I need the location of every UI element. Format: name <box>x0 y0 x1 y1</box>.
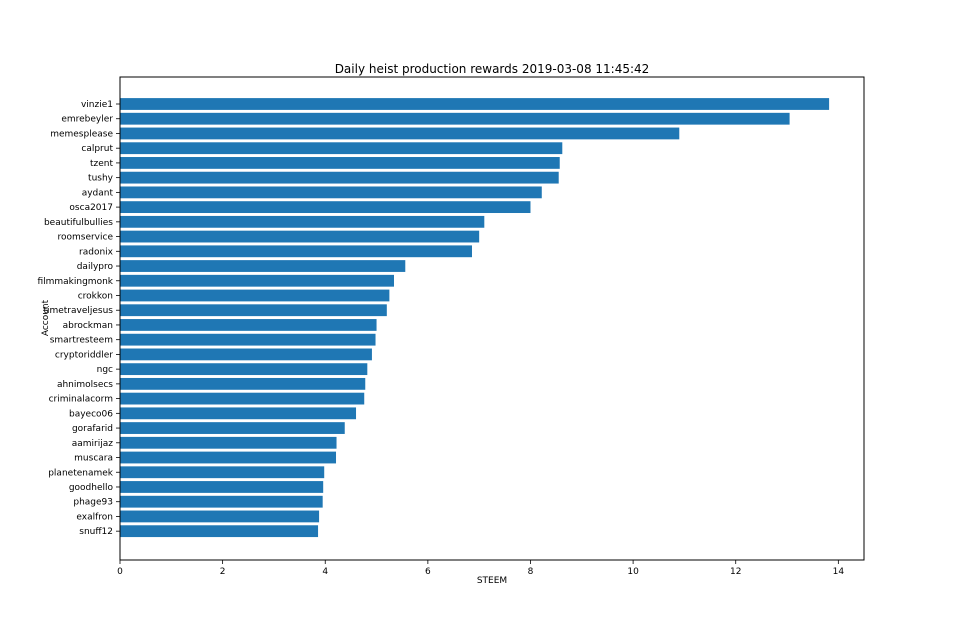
bar-dailypro <box>120 260 406 272</box>
bar-beautifulbullies <box>120 215 485 228</box>
chart-title: Daily heist production rewards 2019-03-0… <box>335 62 650 76</box>
y-tick-label: criminalacorm <box>49 395 113 405</box>
plot-area-frame <box>119 76 865 561</box>
bar-roomservice <box>120 230 480 243</box>
bar-filmmakingmonk <box>120 274 394 287</box>
y-tick-label: planetenamek <box>48 468 114 478</box>
bar-planetenamek <box>120 466 325 479</box>
y-tick-label: emrebeyler <box>61 115 113 125</box>
y-tick-label: osca2017 <box>69 203 113 213</box>
y-tick-label: cryptoriddler <box>55 350 113 360</box>
y-tick-label: memesplease <box>50 129 113 139</box>
y-tick-label: dailypro <box>77 262 114 272</box>
bar-snuff12 <box>120 525 319 538</box>
y-tick-label: exalfron <box>76 512 113 522</box>
bar-tzent <box>120 157 560 169</box>
bar-cryptoriddler <box>120 348 372 361</box>
y-tick-label: aamirijaz <box>72 439 114 449</box>
y-tick-label: radonix <box>79 247 114 257</box>
bar-memesplease <box>120 127 680 140</box>
y-tick-label: timetraveljesus <box>43 306 113 316</box>
x-axis-label: STEEM <box>477 576 507 586</box>
bar-bayeco06 <box>120 407 357 420</box>
y-tick-label: ngc <box>97 365 113 375</box>
y-tick-label: smartresteem <box>50 336 113 346</box>
bar-calprut <box>120 142 563 155</box>
bar-osca2017 <box>120 201 531 214</box>
bar-goodhello <box>120 481 324 493</box>
y-tick-label: calprut <box>81 144 113 154</box>
bar-tushy <box>120 171 559 184</box>
x-tick-label: 4 <box>322 567 328 577</box>
bar-crokkon <box>120 289 390 302</box>
bar-aydant <box>120 186 542 199</box>
x-tick-label: 6 <box>425 567 431 577</box>
bar-ahnimolsecs <box>120 377 366 390</box>
y-tick-label: muscara <box>74 454 113 464</box>
y-tick-label: aydant <box>82 188 114 198</box>
bar-criminalacorm <box>120 392 365 405</box>
y-tick-label: tushy <box>88 174 114 184</box>
y-tick-label: beautifulbullies <box>44 218 113 228</box>
bar-ngc <box>120 363 368 376</box>
y-tick-label: snuff12 <box>79 527 113 537</box>
x-tick-label: 10 <box>627 567 639 577</box>
bar-gorafarid <box>120 422 345 434</box>
y-tick-label: tzent <box>90 159 113 169</box>
x-tick-labels: 0 2 4 6 8 10 12 14 <box>117 560 844 577</box>
x-tick-label: 12 <box>730 567 741 577</box>
y-tick-label: vinzie1 <box>81 100 113 110</box>
y-tick-label: roomservice <box>57 233 113 243</box>
y-tick-label: goodhello <box>69 483 114 493</box>
y-axis-label: Account <box>41 299 51 336</box>
bars-group <box>120 98 830 538</box>
y-tick-label: crokkon <box>78 291 113 301</box>
x-tick-label: 2 <box>220 567 226 577</box>
y-tick-labels: vinzie1 emrebeyler memesplease calprut tzent… <box>37 100 120 537</box>
y-tick-label: bayeco06 <box>69 409 113 419</box>
y-tick-label: abrockman <box>63 321 113 331</box>
bar-phage93 <box>120 495 323 508</box>
bar-muscara <box>120 451 337 464</box>
y-tick-label: phage93 <box>73 498 113 508</box>
bar-vinzie1 <box>120 98 830 110</box>
bar-emrebeyler <box>120 112 790 125</box>
x-tick-label: 0 <box>117 567 123 577</box>
bar-exalfron <box>120 510 320 523</box>
x-tick-label: 8 <box>528 567 534 577</box>
bar-aamirijaz <box>120 436 337 449</box>
y-tick-label: gorafarid <box>72 424 113 434</box>
y-tick-label: filmmakingmonk <box>37 277 113 287</box>
bar-timetraveljesus <box>120 304 387 317</box>
bar-abrockman <box>120 319 377 331</box>
y-tick-label: ahnimolsecs <box>57 380 113 390</box>
bar-radonix <box>120 245 472 258</box>
bar-smartresteem <box>120 333 376 346</box>
x-tick-label: 14 <box>833 567 845 577</box>
